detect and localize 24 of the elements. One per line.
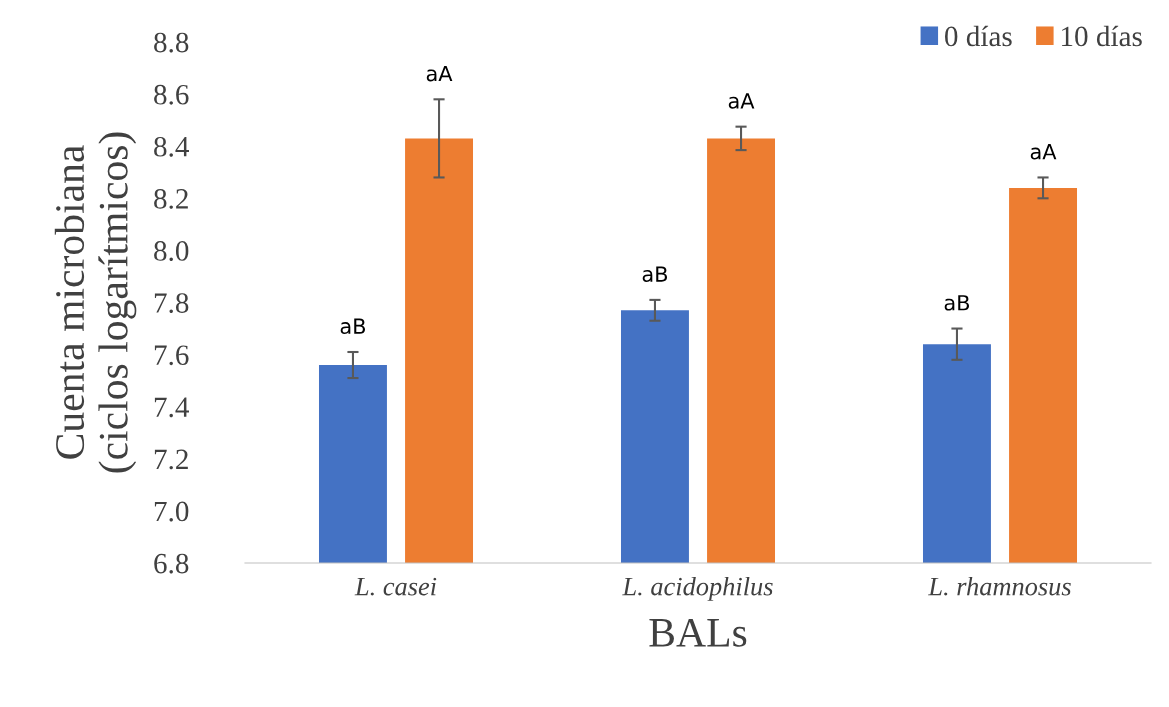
y-tick-label: 8.6: [154, 84, 189, 105]
data-label: aB: [944, 295, 970, 311]
legend-label: 10 días: [1061, 25, 1142, 47]
data-label: aA: [728, 93, 755, 109]
y-axis-title: Cuenta microbiana (ciclos logarítmicos): [54, 132, 137, 473]
legend-label: 0 días: [945, 25, 1012, 47]
y-tick-label: 7.8: [154, 293, 189, 314]
y-tick-label: 8.4: [154, 136, 189, 157]
y-tick-label: 8.2: [154, 189, 188, 209]
data-label: aB: [642, 266, 668, 282]
x-axis-title: BALs: [649, 618, 747, 647]
y-tick-label: 6.8: [154, 553, 189, 574]
y-tick-label: 7.2: [154, 449, 188, 470]
data-label: aA: [426, 65, 453, 82]
y-tick-label: 7.4: [154, 397, 189, 418]
y-tick-label: 8.8: [154, 32, 189, 53]
data-label: aA: [1030, 144, 1057, 160]
x-tick-label: L. rhamnosus: [928, 576, 1071, 596]
x-tick-label: L. casei: [354, 577, 437, 596]
data-label: aB: [340, 318, 366, 335]
y-tick-label: 7.0: [154, 501, 189, 522]
x-tick-label: L. acidophilus: [622, 576, 773, 601]
y-tick-label: 8.0: [154, 241, 189, 261]
y-tick-label: 7.6: [154, 345, 189, 366]
